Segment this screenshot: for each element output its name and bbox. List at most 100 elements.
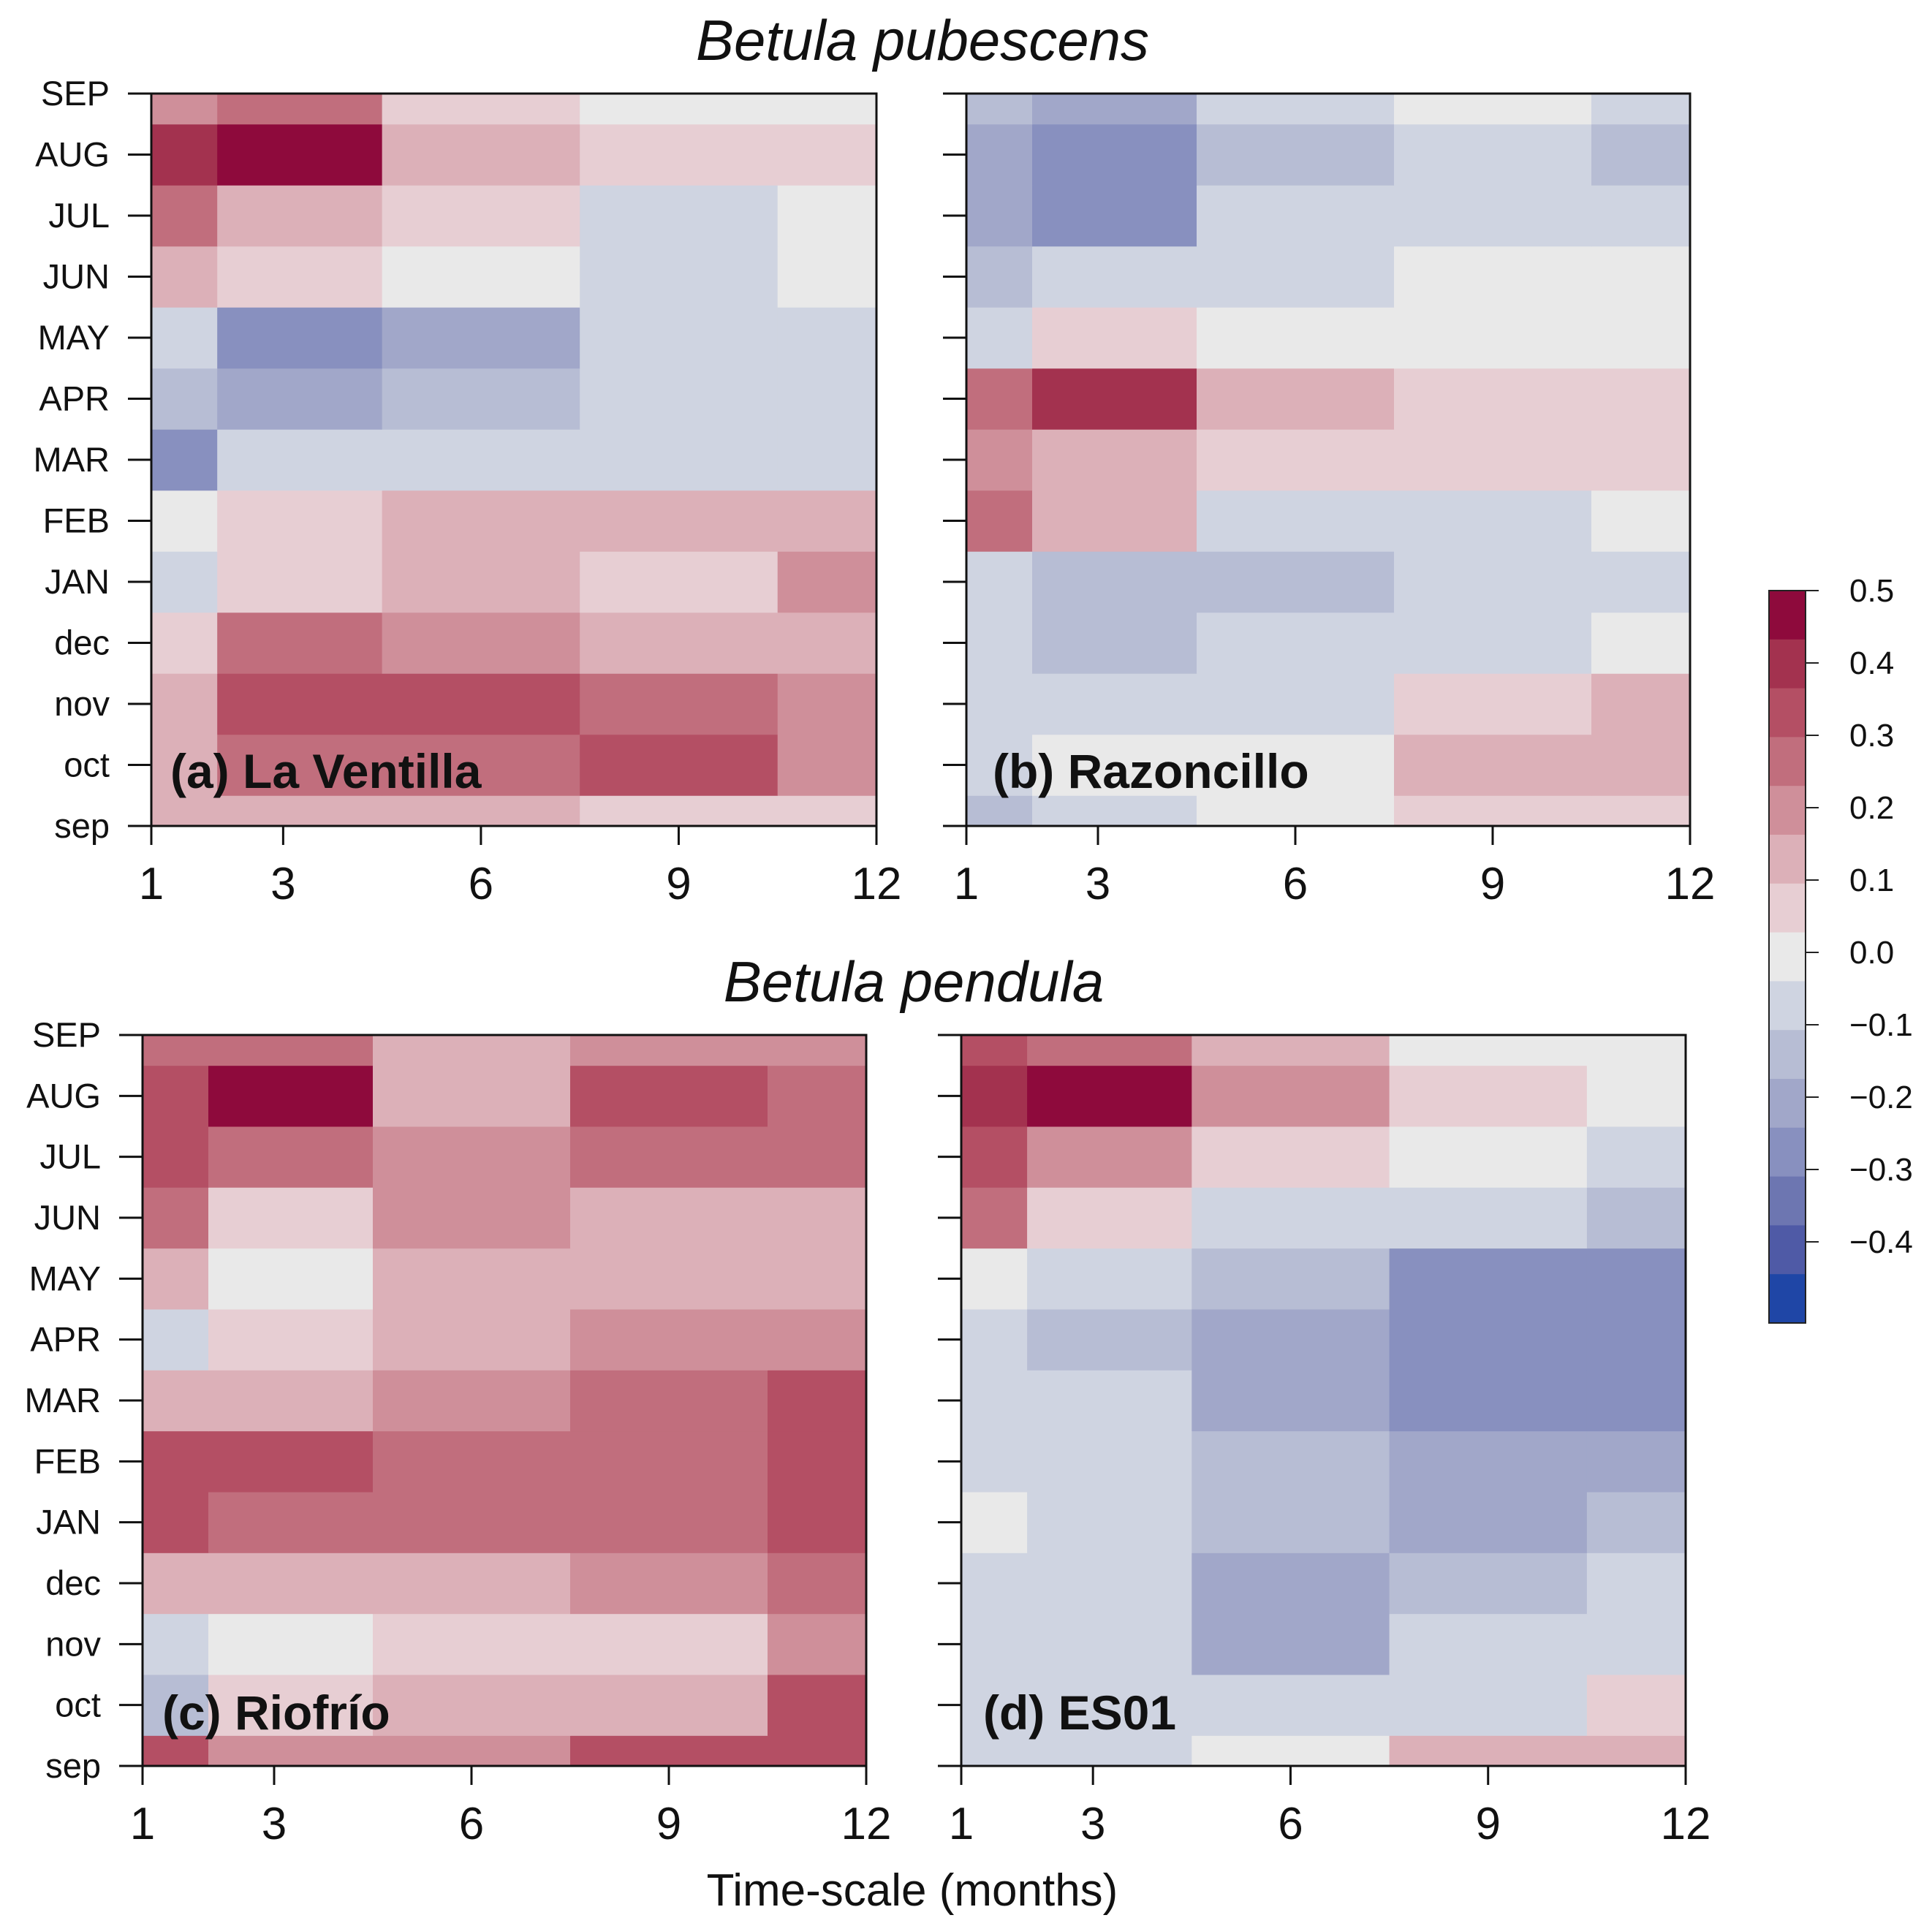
heatmap-cell [768, 1613, 867, 1675]
heatmap-cell [1591, 246, 1691, 308]
heatmap-cell [151, 307, 218, 369]
heatmap-cell [1394, 368, 1592, 430]
heatmap-cell [1389, 1492, 1588, 1553]
heatmap-cell [1192, 1126, 1390, 1188]
heatmap-cell [961, 1126, 1028, 1188]
heatmap-cell [1586, 1735, 1686, 1767]
y-tick-label: APR [30, 1320, 101, 1359]
heatmap-cell [1032, 307, 1197, 369]
heatmap-cell [1197, 673, 1395, 735]
heatmap-cell [373, 1613, 571, 1675]
heatmap-cell [777, 307, 877, 369]
heatmap-cell [580, 185, 779, 247]
heatmap-cell [1586, 1613, 1686, 1675]
heatmap-cell [777, 795, 877, 827]
heatmap-cell [1389, 1065, 1588, 1127]
heatmap-cell [768, 1430, 867, 1493]
colorbar-tick-label: −0.1 [1849, 1007, 1913, 1043]
species-title-pendula: Betula pendula [724, 949, 1104, 1014]
heatmap-cell [1197, 734, 1395, 796]
heatmap-cell [768, 1248, 867, 1310]
colorbar-tick-label: 0.0 [1849, 935, 1894, 971]
heatmap-cell [1591, 734, 1691, 796]
panel-b-razoncillo: 1 3 6 9 12 (b) Razoncillo [943, 92, 1715, 909]
heatmap-cell [151, 673, 218, 735]
heatmap-cell [768, 1126, 867, 1188]
heatmap-cell [570, 1126, 768, 1188]
heatmap-cell [1032, 429, 1197, 491]
heatmap-cell [151, 368, 218, 430]
heatmap-cell [1197, 246, 1395, 308]
colorbar-tick-label: −0.3 [1849, 1152, 1913, 1188]
heatmap-cell [143, 1248, 209, 1310]
heatmap-cell [1586, 1035, 1686, 1066]
heatmap-cell [1591, 612, 1691, 674]
colorbar-tick-label: −0.4 [1849, 1224, 1913, 1260]
x-axis-label: Time-scale (months) [707, 1865, 1118, 1916]
panel-label: (a) La Ventilla [170, 744, 482, 798]
y-tick-label: oct [55, 1686, 101, 1724]
heatmap-cell [373, 1035, 571, 1066]
y-tick-label: sep [54, 806, 110, 845]
heatmap-cell [1591, 124, 1691, 186]
colorbar-bin [1769, 835, 1806, 884]
heatmap-cell [1394, 734, 1592, 796]
heatmap-cell [961, 1035, 1028, 1066]
heatmap-cell [1394, 673, 1592, 735]
heatmap-cells [151, 94, 877, 827]
heatmap-cell [570, 1675, 768, 1736]
heatmap-cell [580, 612, 779, 674]
heatmap-cell [373, 1735, 571, 1767]
heatmap-cell [1032, 368, 1197, 430]
heatmap-cell [143, 1309, 209, 1370]
heatmap-cell [1032, 734, 1197, 796]
heatmap-cell [1192, 1065, 1390, 1127]
heatmap-cell [1032, 185, 1197, 247]
heatmap-cell [570, 1309, 768, 1370]
heatmap-cell [1027, 1675, 1192, 1736]
heatmap-cell [1389, 1370, 1588, 1432]
heatmap-cell [966, 551, 1033, 613]
heatmap-cell [1192, 1613, 1390, 1675]
heatmap-cell [966, 734, 1033, 796]
heatmap-cell [208, 1552, 374, 1615]
heatmap-cell [151, 185, 218, 247]
x-tick-label: 6 [1278, 1799, 1303, 1849]
heatmap-cell [966, 246, 1033, 308]
heatmap-cell [777, 673, 877, 735]
colorbar-bin [1769, 639, 1806, 689]
heatmap-cell [966, 612, 1033, 674]
colorbar-bin [1769, 591, 1806, 640]
heatmap-cell [966, 673, 1033, 735]
heatmap-cell [382, 307, 580, 369]
heatmap-cell [961, 1309, 1028, 1370]
heatmap-cell [777, 490, 877, 552]
heatmap-cell [570, 1035, 768, 1066]
heatmap-cell [570, 1065, 768, 1127]
heatmap-cell [208, 1309, 374, 1370]
heatmap-cell [1586, 1370, 1686, 1432]
y-tick-label: JAN [45, 562, 110, 601]
heatmap-cell [382, 185, 580, 247]
heatmap-cell [966, 429, 1033, 491]
y-tick-label: AUG [26, 1076, 101, 1115]
heatmap-cell [217, 185, 383, 247]
heatmap-cell [1591, 94, 1691, 125]
colorbar-tick-label: 0.4 [1849, 645, 1894, 681]
heatmap-cell [768, 1552, 867, 1615]
heatmap-cell [966, 124, 1033, 186]
y-tick-label: MAR [25, 1381, 101, 1419]
heatmap-cell [1394, 185, 1592, 247]
heatmap-cell [373, 1430, 571, 1493]
heatmap-cell [966, 795, 1033, 827]
y-tick-label: SEP [41, 74, 110, 113]
colorbar-bin [1769, 688, 1806, 738]
heatmap-cell [961, 1735, 1028, 1767]
heatmap-cell [570, 1187, 768, 1249]
y-tick-label: oct [64, 746, 110, 784]
colorbar-tick-label: −0.2 [1849, 1080, 1913, 1115]
colorbar-bin [1769, 1079, 1806, 1129]
heatmap-cell [966, 490, 1033, 552]
heatmap-cell [1192, 1309, 1390, 1370]
